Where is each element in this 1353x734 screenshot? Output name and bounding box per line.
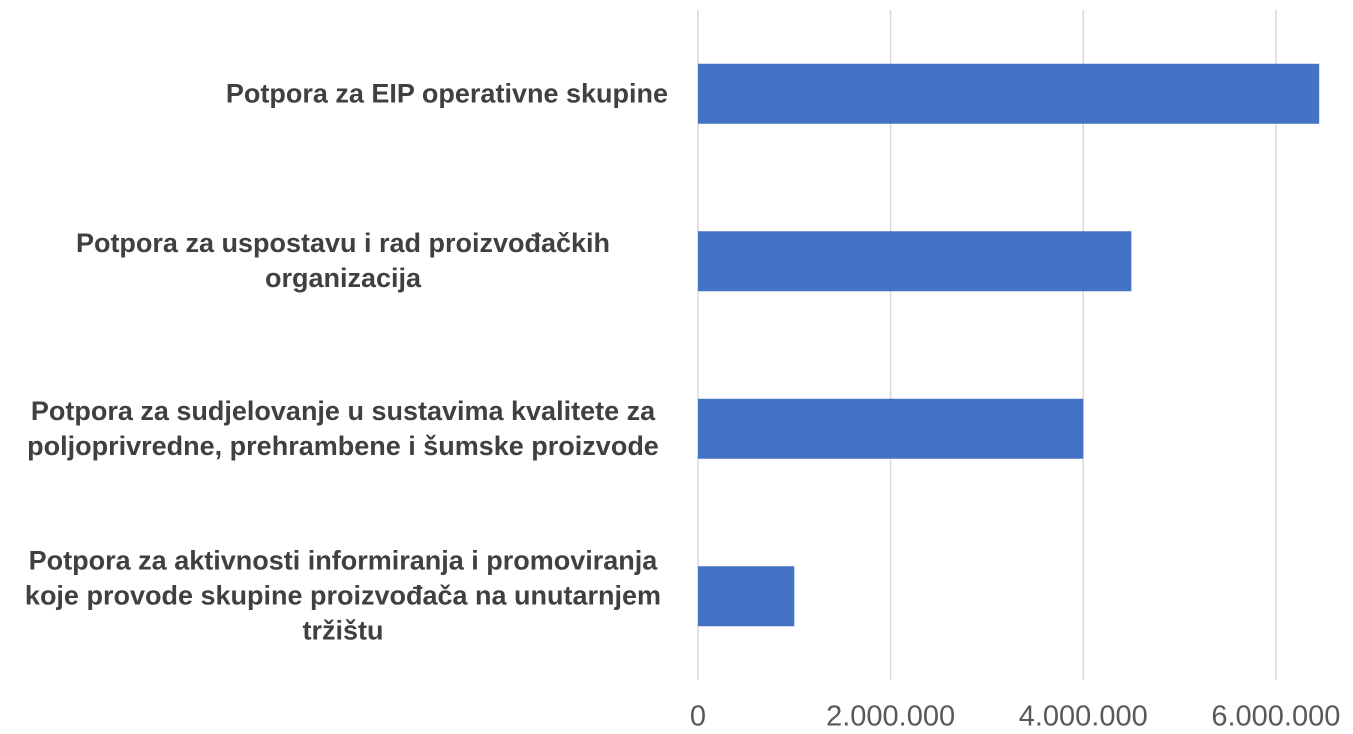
x-tick-label: 6.000.000 bbox=[1211, 701, 1340, 733]
y-tick-label: Potpora za sudjelovanje u sustavima kval… bbox=[27, 395, 659, 461]
x-tick-label: 2.000.000 bbox=[826, 701, 955, 733]
y-tick-label-box: Potpora za uspostavu i rad proizvođačkih… bbox=[0, 226, 668, 296]
y-tick-label-box: Potpora za sudjelovanje u sustavima kval… bbox=[0, 394, 668, 464]
bar bbox=[698, 566, 795, 627]
y-tick-label-box: Potpora za EIP operativne skupine bbox=[0, 76, 668, 111]
y-tick-label: Potpora za EIP operativne skupine bbox=[225, 78, 668, 109]
y-tick-label: Potpora za uspostavu i rad proizvođačkih… bbox=[75, 228, 611, 294]
x-tick-label: 0 bbox=[690, 701, 706, 733]
x-tick-label: 4.000.000 bbox=[1019, 701, 1148, 733]
bar bbox=[698, 63, 1320, 124]
y-tick-label: Potpora za aktivnosti informiranja i pro… bbox=[24, 545, 662, 646]
y-tick-label-box: Potpora za aktivnosti informiranja i pro… bbox=[0, 544, 668, 649]
bar bbox=[698, 231, 1132, 292]
bar bbox=[698, 398, 1084, 459]
